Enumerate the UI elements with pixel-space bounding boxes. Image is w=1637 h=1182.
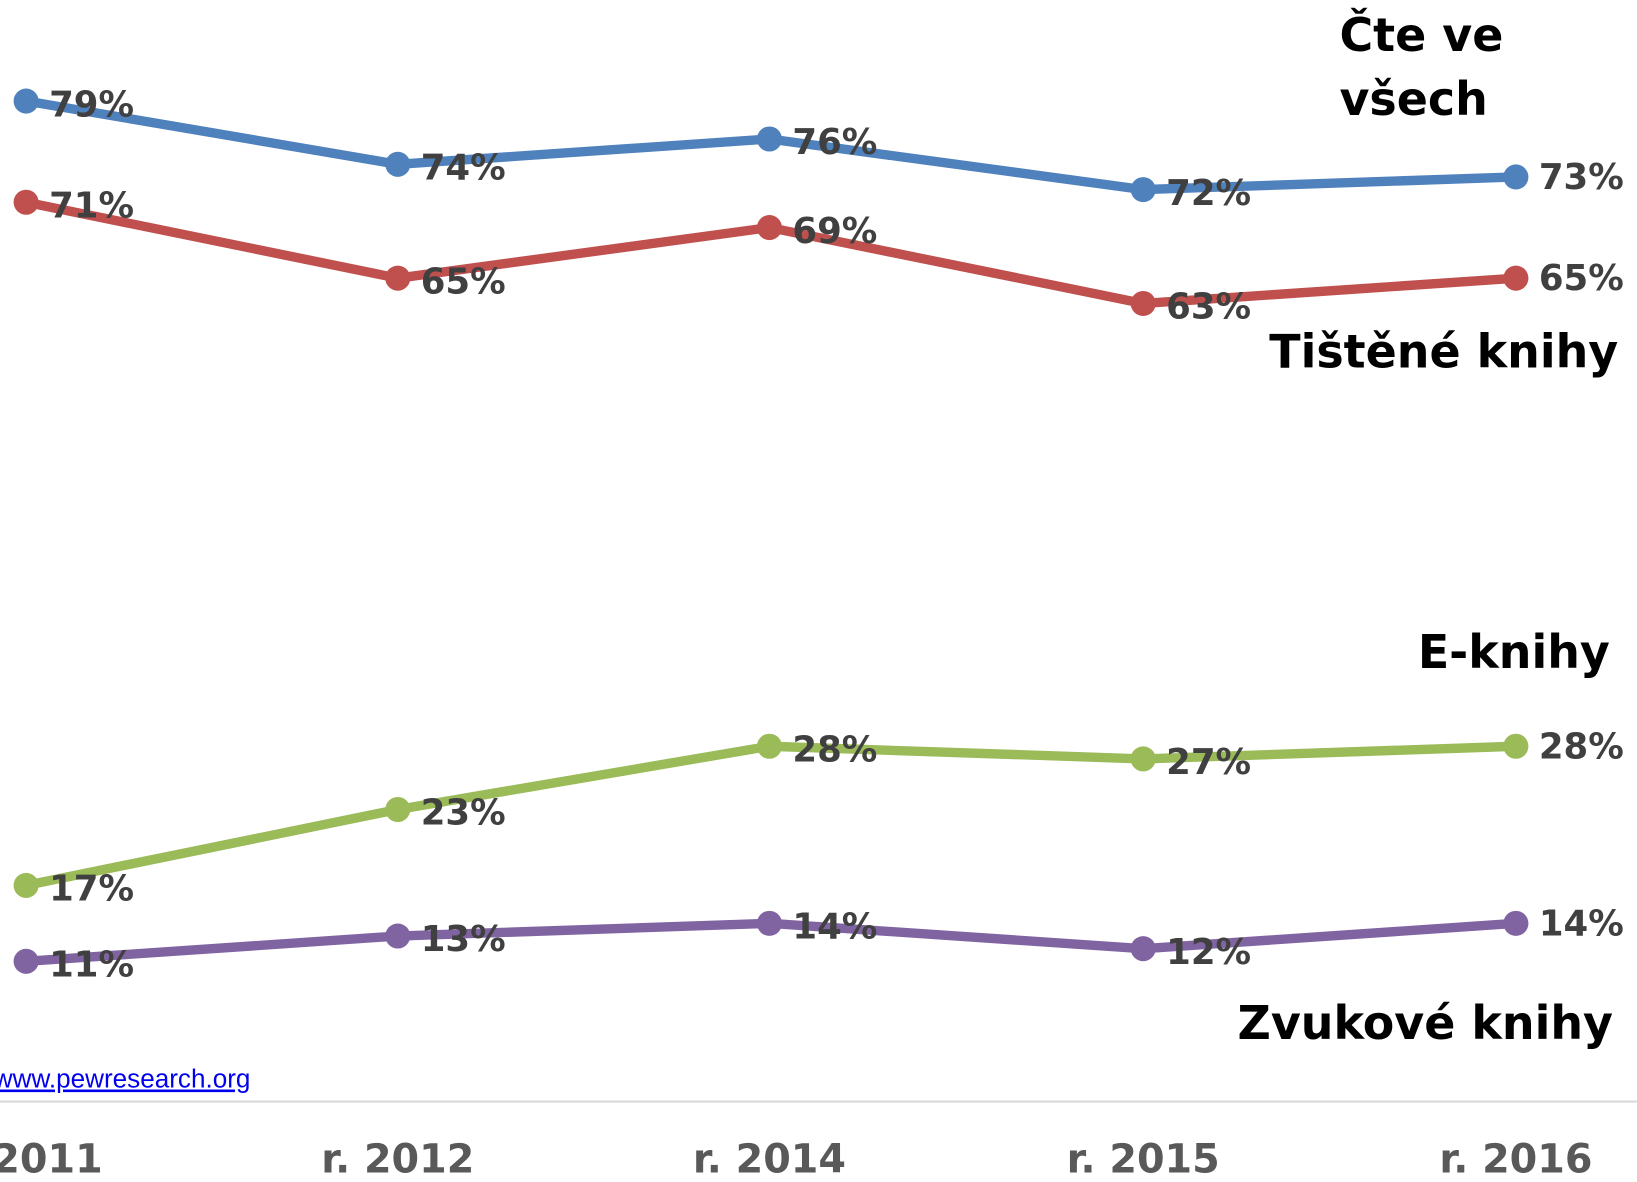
data-label: 12% [1166, 932, 1251, 973]
series-name: Tištěné knihy [1269, 325, 1618, 379]
data-point [756, 126, 782, 152]
data-point [1130, 746, 1156, 772]
source-link[interactable]: www.pewresearch.org [0, 1064, 250, 1094]
data-label: 17% [49, 869, 134, 910]
data-label: 74% [421, 148, 506, 189]
data-point [1130, 177, 1156, 203]
data-label: 63% [1166, 287, 1251, 328]
data-label: 73% [1539, 157, 1624, 198]
data-label: 72% [1166, 173, 1251, 214]
series-name-box: Čte ve všech formátech [1339, 9, 1605, 140]
data-point [385, 265, 411, 291]
data-label: 71% [49, 185, 134, 226]
data-label: 65% [1539, 258, 1624, 299]
data-point [756, 733, 782, 759]
x-tick-label: r. 2015 [1067, 1137, 1220, 1182]
data-point [1503, 265, 1529, 291]
data-label: 28% [792, 729, 877, 770]
data-point [1503, 733, 1529, 759]
data-point [13, 872, 39, 898]
x-tick-label: r. 2012 [321, 1137, 474, 1182]
data-label: 76% [792, 122, 877, 163]
data-point [1130, 290, 1156, 316]
data-label: 14% [792, 907, 877, 948]
x-tick-label: r. 2014 [693, 1137, 846, 1182]
data-point [385, 796, 411, 823]
data-label: 23% [421, 793, 506, 834]
x-tick-label: r. 2016 [1439, 1137, 1592, 1182]
data-point [756, 910, 782, 936]
data-label: 27% [1166, 742, 1251, 783]
data-label: 14% [1539, 903, 1624, 944]
series-name: Zvukové knihy [1238, 996, 1614, 1050]
data-point [13, 189, 39, 215]
data-point [1503, 910, 1529, 936]
data-point [385, 923, 411, 949]
data-label: 11% [49, 945, 134, 986]
data-point [1503, 164, 1529, 190]
data-point [385, 151, 411, 177]
series-name: Čte ve všech formátech [1339, 9, 1605, 140]
data-label: 13% [421, 919, 506, 960]
data-point [756, 215, 782, 241]
data-point [13, 88, 39, 114]
series-name: E-knihy [1418, 625, 1610, 679]
data-label: 69% [792, 211, 877, 252]
series-line [25, 741, 1517, 891]
data-point [13, 948, 39, 974]
x-tick-label: r. 2011 [0, 1137, 103, 1182]
data-label: 28% [1539, 726, 1624, 767]
data-point [1130, 936, 1156, 962]
data-label: 79% [49, 84, 134, 125]
data-label: 65% [421, 261, 506, 302]
